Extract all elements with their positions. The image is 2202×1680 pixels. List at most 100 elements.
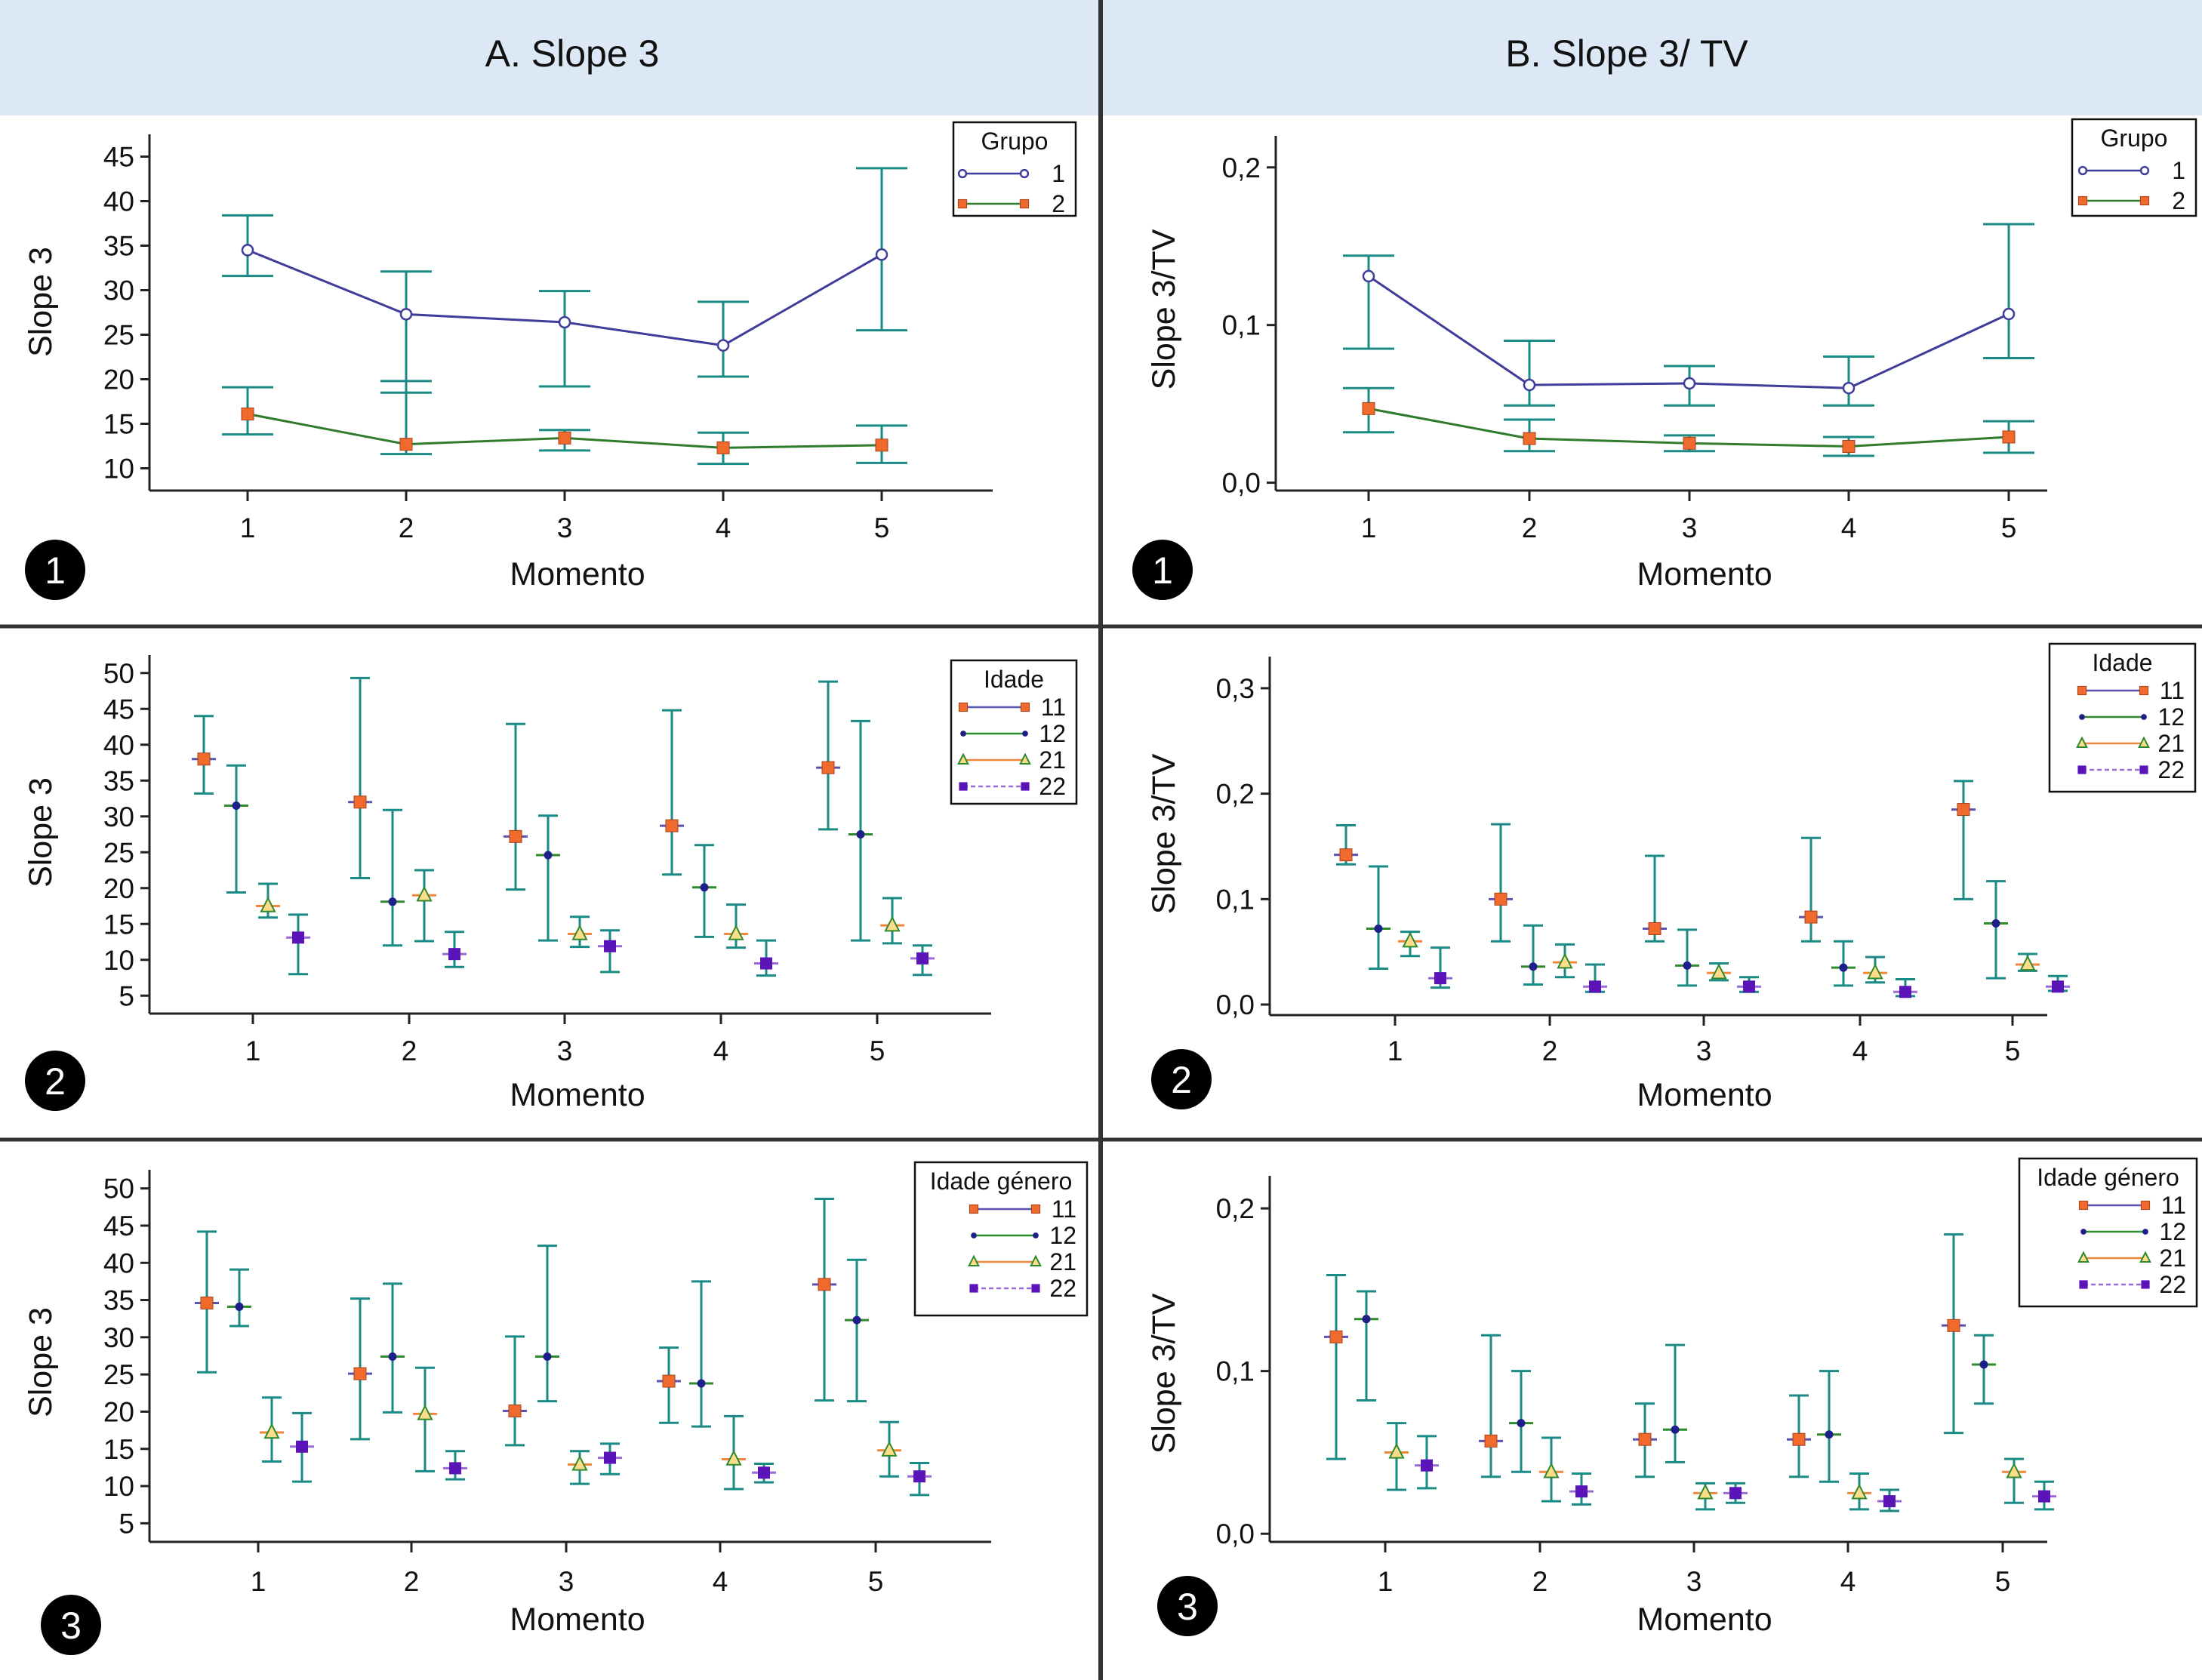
data-point: [1388, 1442, 1405, 1459]
data-point: [1434, 972, 1446, 985]
data-point: [728, 924, 744, 940]
y-tick-label: 45: [103, 694, 134, 725]
data-point: [856, 830, 865, 838]
data-point: [399, 438, 413, 451]
data-point: [1421, 1459, 1433, 1472]
legend-marker: [1030, 1204, 1041, 1214]
data-point: [1957, 803, 1970, 817]
y-tick-label: 0,1: [1222, 310, 1261, 341]
data-point: [1842, 381, 1856, 395]
x-tick-label: 3: [557, 1035, 573, 1066]
y-axis-label: Slope 3/TV: [1146, 229, 1182, 389]
data-point: [1402, 931, 1418, 948]
y-tick-label: 40: [103, 1248, 134, 1278]
x-tick-label: 5: [2001, 512, 2017, 543]
x-tick-label: 3: [1686, 1566, 1702, 1597]
legend-marker: [2077, 685, 2087, 696]
y-tick-label: 0,2: [1216, 1193, 1255, 1224]
data-point: [571, 924, 588, 940]
x-tick-label: 1: [1378, 1566, 1394, 1597]
data-point: [913, 1470, 925, 1483]
legend-label: 11: [1052, 1195, 1076, 1223]
legend-marker: [1030, 1254, 1042, 1267]
data-point: [662, 1374, 676, 1388]
x-tick-label: 3: [559, 1566, 574, 1597]
y-tick-label: 25: [103, 1359, 134, 1390]
data-point: [2052, 980, 2064, 993]
legend-marker: [960, 731, 966, 737]
legend-title: Idade: [984, 666, 1044, 693]
legend-marker: [2139, 195, 2150, 206]
series-1: [1343, 223, 2034, 407]
x-axis-label: Momento: [510, 556, 645, 592]
panel-badge: [25, 1051, 85, 1111]
series-1: [222, 167, 907, 394]
legend-label: 22: [1039, 773, 1066, 800]
data-point: [1711, 963, 1727, 980]
legend-label: 12: [2157, 703, 2185, 731]
x-tick-label: 4: [1841, 512, 1857, 543]
legend-title: Idade género: [930, 1168, 1073, 1195]
panel-badge: [1157, 1576, 1218, 1636]
data-point: [544, 851, 553, 860]
data-point: [916, 952, 929, 965]
data-point: [604, 1451, 616, 1464]
series-12: [1366, 865, 2008, 987]
data-point: [1899, 986, 1911, 998]
data-point: [818, 1278, 831, 1291]
legend-marker: [1021, 782, 1030, 791]
series-22: [290, 1411, 932, 1497]
data-point: [1683, 436, 1696, 450]
data-point: [353, 795, 367, 809]
data-point: [292, 931, 304, 944]
legend-box: [952, 121, 1077, 217]
legend-marker: [2142, 1229, 2148, 1235]
data-point: [235, 1302, 244, 1311]
data-point: [875, 438, 888, 452]
legend-label: 1: [1052, 160, 1065, 187]
x-tick-label: 4: [1852, 1035, 1868, 1066]
y-tick-label: 15: [103, 1434, 134, 1465]
data-point: [1825, 1430, 1834, 1439]
data-point: [263, 1423, 280, 1439]
data-point: [388, 1352, 397, 1361]
x-tick-label: 1: [245, 1035, 261, 1066]
data-point: [1683, 377, 1696, 390]
series-22: [1428, 946, 2070, 998]
legend-marker: [2139, 1251, 2151, 1263]
data-point: [875, 248, 888, 261]
data-point: [1374, 924, 1383, 933]
column-title-a: A. Slope 3: [485, 32, 660, 75]
data-point: [697, 1379, 706, 1388]
legend-label: 11: [1041, 694, 1066, 721]
x-tick-label: 3: [557, 512, 573, 543]
series-2: [1343, 386, 2034, 457]
series-22: [286, 913, 935, 977]
data-point: [1792, 1432, 1806, 1446]
data-point: [2002, 430, 2016, 444]
data-point: [509, 829, 522, 843]
data-point: [1523, 432, 1536, 445]
data-point: [881, 1441, 898, 1457]
data-point: [558, 315, 571, 329]
data-point: [543, 1352, 552, 1361]
y-tick-label: 0,0: [1216, 989, 1255, 1020]
y-tick-label: 0,1: [1216, 884, 1255, 915]
y-tick-label: 45: [103, 1211, 134, 1242]
panel-badge-label: 2: [45, 1060, 66, 1103]
data-point: [1575, 1485, 1588, 1498]
y-tick-label: 35: [103, 765, 134, 796]
legend-label: 1: [2172, 157, 2185, 184]
data-point: [508, 1404, 522, 1417]
legend-label: 11: [2161, 1192, 2186, 1219]
x-tick-label: 5: [874, 512, 890, 543]
y-tick-label: 35: [103, 1285, 134, 1316]
legend-label: 21: [2159, 1245, 2186, 1272]
series-11: [192, 676, 840, 891]
